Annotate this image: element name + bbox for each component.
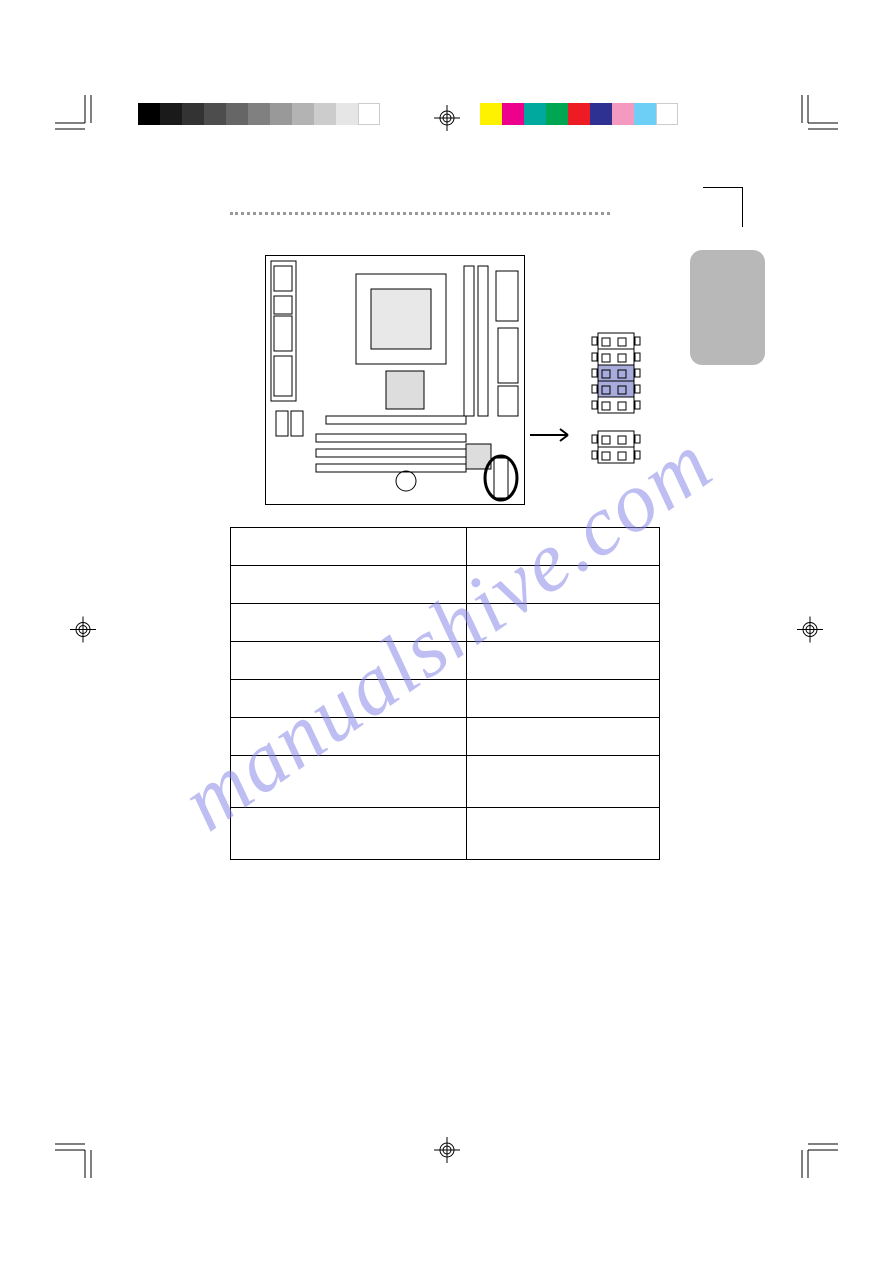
crop-mark-tl <box>55 95 100 135</box>
registration-mark-left <box>70 616 96 647</box>
section-divider <box>230 205 610 215</box>
registration-mark-bottom <box>434 1137 460 1168</box>
pin-assignment-table <box>230 527 660 860</box>
detail-arrow-icon <box>530 425 580 450</box>
registration-mark-right <box>797 616 823 647</box>
chapter-tab <box>690 250 765 365</box>
corner-mark <box>703 187 743 227</box>
page-content <box>135 175 755 1135</box>
motherboard-diagram <box>265 255 525 505</box>
pinheader-diagram <box>590 330 645 505</box>
colorbar-gray <box>138 103 380 125</box>
crop-mark-tr <box>793 95 838 135</box>
registration-mark-top <box>434 105 460 136</box>
colorbar-color <box>480 103 678 125</box>
crop-mark-bl <box>55 1138 100 1178</box>
crop-mark-br <box>793 1138 838 1178</box>
